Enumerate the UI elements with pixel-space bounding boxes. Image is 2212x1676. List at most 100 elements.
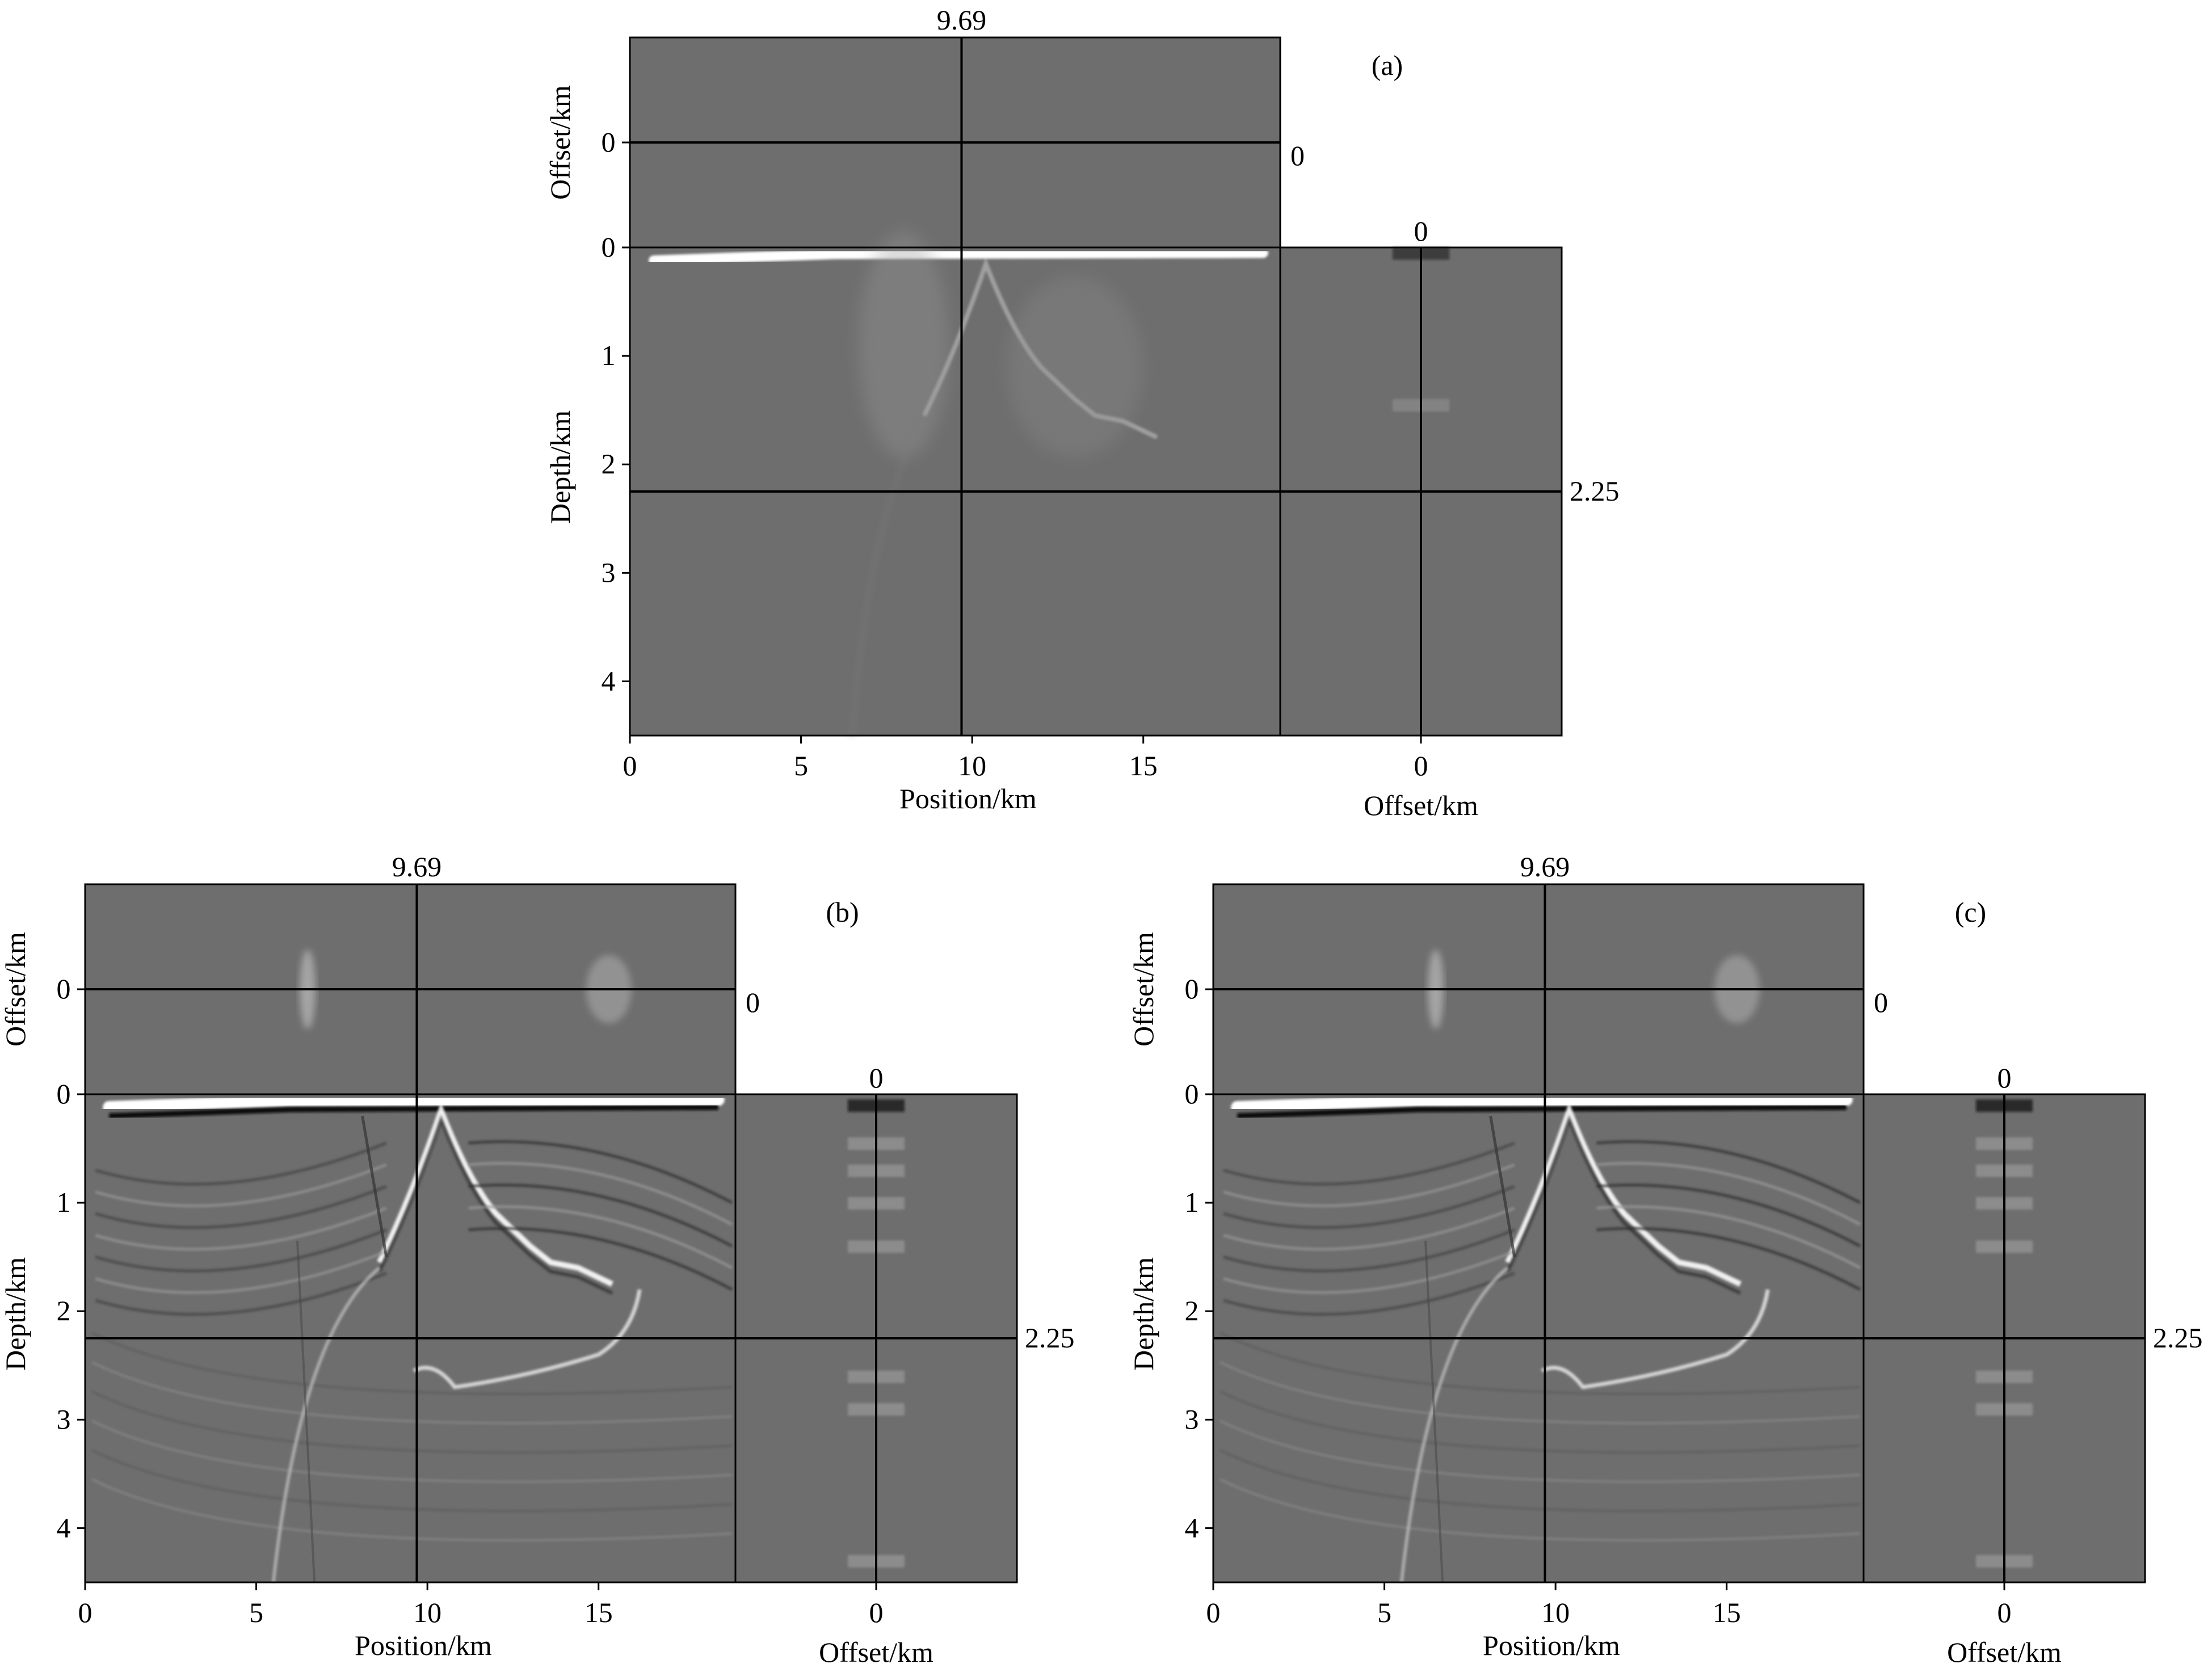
- sediment-layer: [95, 1207, 387, 1251]
- fault-line: [296, 1240, 316, 1583]
- deep-layer: [1219, 1449, 1861, 1513]
- faint-curve: [851, 420, 926, 736]
- depth-axis-tick-label: 3: [57, 1403, 71, 1435]
- deep-layer: [1219, 1361, 1861, 1425]
- position-axis-tick-label: 0: [78, 1597, 92, 1628]
- salt-base-reflector: [413, 1289, 642, 1389]
- offset-axis-label: Offset/km: [0, 932, 31, 1047]
- sediment-layer: [1223, 1272, 1515, 1316]
- panel-a: 9.69 0 0 2.25 (a) Offset/km 0 Depth/km 0 1 2 3 4 0 5 10…: [544, 4, 1620, 821]
- offset-crosshair-value: 0: [746, 986, 760, 1018]
- panel-b: 9.69 0 0 2.25 (b) Offset/km 0 Depth/km 0 1 2 3 4 0 5 10…: [0, 851, 1075, 1668]
- position-axis-tick-label: 0: [1206, 1597, 1221, 1628]
- position-axis-label: Position/km: [899, 783, 1037, 814]
- sediment-layer: [95, 1272, 387, 1316]
- diffraction-curve: [1399, 1266, 1509, 1583]
- angle-axis-tick-label: 0: [1997, 1597, 2012, 1628]
- fault-line: [1424, 1240, 1444, 1583]
- deep-layer: [91, 1449, 733, 1513]
- sediment-layer: [1223, 1228, 1515, 1272]
- angle-top-value: 0: [869, 1062, 884, 1094]
- depth-axis-tick-label: 4: [57, 1511, 71, 1543]
- depth-axis-tick-label: 2: [602, 448, 616, 480]
- angle-top-value: 0: [1997, 1062, 2012, 1094]
- salt-body-top-shadow: [378, 1114, 613, 1295]
- depth-crosshair-value: 2.25: [1570, 475, 1620, 507]
- sediment-layer: [1596, 1162, 1861, 1226]
- salt-base-reflector: [1541, 1289, 1770, 1389]
- depth-axis-label: Depth/km: [1128, 1257, 1159, 1371]
- fault-line: [361, 1115, 388, 1258]
- position-axis-label: Position/km: [1483, 1629, 1620, 1661]
- water-bottom-reflector: [1231, 1093, 1853, 1114]
- sediment-layer: [95, 1141, 387, 1186]
- position-axis-tick-label: 15: [584, 1597, 613, 1628]
- position-axis-tick-label: 10: [413, 1597, 441, 1628]
- depth-axis-tick-label: 1: [57, 1186, 71, 1218]
- depth-crosshair-value: 2.25: [1025, 1322, 1075, 1354]
- depth-crosshair-value: 2.25: [2153, 1322, 2203, 1354]
- position-axis-tick-label: 5: [1377, 1597, 1391, 1628]
- offset-crosshair-value: 0: [1874, 986, 1888, 1018]
- position-axis-tick-label: 0: [623, 750, 637, 782]
- position-crosshair-value: 9.69: [1520, 851, 1570, 883]
- sediment-layer: [1596, 1140, 1861, 1204]
- salt-body-top: [377, 1102, 614, 1287]
- position-axis-label: Position/km: [355, 1629, 492, 1661]
- salt-body-top-shadow: [1506, 1114, 1742, 1295]
- angle-gather-events: [848, 1099, 905, 1568]
- depth-axis-tick-label: 3: [1185, 1403, 1199, 1435]
- sediment-layer: [468, 1205, 733, 1269]
- sediment-layer: [468, 1140, 733, 1204]
- deep-layer: [1219, 1478, 1861, 1541]
- position-crosshair-value: 9.69: [937, 4, 987, 36]
- deep-layer: [91, 1331, 733, 1395]
- sediment-layer: [1223, 1141, 1515, 1186]
- sediment-layer: [1596, 1226, 1861, 1291]
- depth-axis-tick-label: 0: [602, 231, 616, 263]
- sediment-layer: [1223, 1250, 1515, 1295]
- panel-label: (a): [1372, 49, 1403, 81]
- angle-axis-label: Offset/km: [819, 1636, 933, 1668]
- position-crosshair-value: 9.69: [392, 851, 442, 883]
- depth-axis-tick-label: 0: [57, 1078, 71, 1110]
- sediment-layer: [1223, 1185, 1515, 1229]
- offset-axis-tick-label: 0: [1185, 973, 1199, 1005]
- faint-halo: [858, 232, 949, 459]
- offset-axis-tick-label: 0: [57, 973, 71, 1005]
- depth-axis-tick-label: 2: [57, 1295, 71, 1326]
- offset-crosshair-value: 0: [1290, 140, 1305, 171]
- water-bottom-reflector: [649, 247, 1268, 266]
- deep-layer: [91, 1390, 733, 1454]
- offset-axis-tick-label: 0: [602, 126, 616, 158]
- offset-axis-label: Offset/km: [1128, 932, 1159, 1047]
- sediment-layer: [468, 1162, 733, 1226]
- depth-axis-tick-label: 1: [1185, 1186, 1199, 1218]
- deep-layer: [1219, 1419, 1861, 1483]
- fault-line: [1489, 1115, 1516, 1258]
- sediment-layer: [95, 1250, 387, 1295]
- angle-axis-label: Offset/km: [1947, 1636, 2062, 1668]
- depth-axis-tick-label: 1: [602, 339, 616, 371]
- position-axis-tick-label: 5: [249, 1597, 263, 1628]
- sediment-layer: [1596, 1205, 1861, 1269]
- depth-axis-tick-label: 4: [1185, 1511, 1199, 1543]
- sediment-layer: [95, 1185, 387, 1229]
- depth-axis-tick-label: 0: [1185, 1078, 1199, 1110]
- sediment-layer: [95, 1163, 387, 1208]
- position-axis-tick-label: 15: [1129, 750, 1158, 782]
- depth-axis-tick-label: 2: [1185, 1295, 1199, 1326]
- deep-layer: [1219, 1331, 1861, 1395]
- depth-axis-label: Depth/km: [0, 1257, 31, 1371]
- position-axis-tick-label: 15: [1713, 1597, 1741, 1628]
- water-bottom-shadow: [109, 1104, 718, 1119]
- salt-body-top: [1505, 1102, 1742, 1287]
- angle-axis-label: Offset/km: [1364, 789, 1478, 821]
- angle-axis-tick-label: 0: [869, 1597, 884, 1628]
- sediment-layer: [468, 1183, 733, 1247]
- sediment-layer: [1223, 1163, 1515, 1208]
- panel-label: (b): [826, 896, 859, 928]
- position-axis-tick-label: 5: [794, 750, 808, 782]
- water-bottom-reflector: [103, 1093, 725, 1114]
